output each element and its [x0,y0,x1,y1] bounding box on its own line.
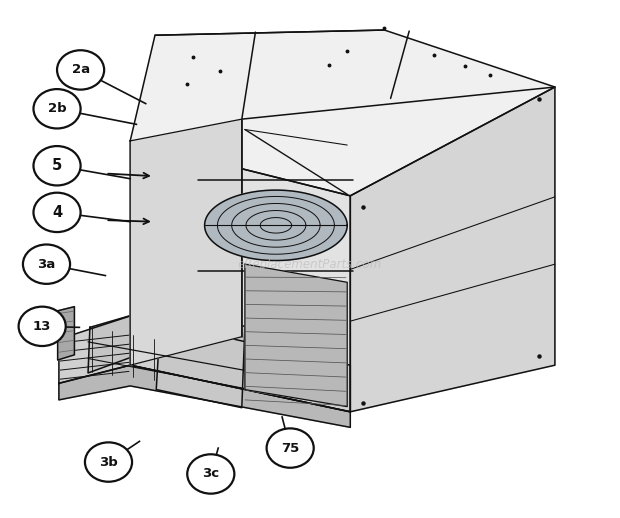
Text: 2b: 2b [48,102,66,116]
Polygon shape [156,307,245,408]
Text: 3c: 3c [202,467,219,481]
Circle shape [85,442,132,482]
Text: 4: 4 [52,205,62,220]
Circle shape [57,50,104,90]
Circle shape [33,89,81,128]
Polygon shape [130,119,242,365]
Circle shape [33,146,81,185]
Polygon shape [130,141,350,412]
Text: 3a: 3a [37,257,56,271]
Polygon shape [245,264,347,407]
Text: eReplacementParts.com: eReplacementParts.com [238,257,382,271]
Circle shape [33,193,81,232]
Circle shape [19,307,66,346]
Circle shape [23,244,70,284]
Text: 3b: 3b [99,455,118,469]
Polygon shape [88,307,161,373]
Circle shape [267,428,314,468]
Polygon shape [205,190,347,261]
Polygon shape [58,307,74,360]
Text: 13: 13 [33,320,51,333]
Polygon shape [59,316,350,412]
Text: 75: 75 [281,441,299,455]
Text: 5: 5 [52,159,62,173]
Text: 2a: 2a [71,63,90,77]
Polygon shape [350,87,555,412]
Polygon shape [130,30,555,196]
Polygon shape [59,365,350,427]
Circle shape [187,454,234,494]
